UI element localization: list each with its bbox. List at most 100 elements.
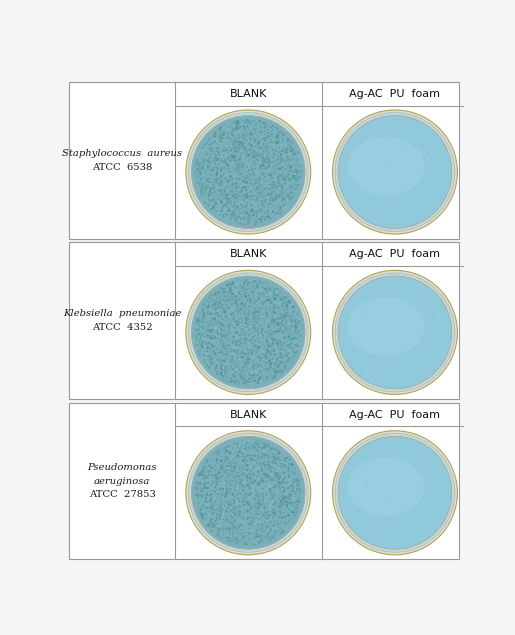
Point [392,462,400,472]
Point [259,315,267,325]
Point [239,319,247,329]
Point [200,307,208,317]
Point [269,338,278,349]
Point [260,507,268,518]
Point [287,504,295,514]
Point [282,142,290,152]
Point [270,285,279,295]
Point [244,356,252,366]
Point [388,199,397,210]
Point [224,451,232,461]
Point [232,474,241,484]
Point [386,533,394,543]
Point [424,295,433,305]
Point [206,470,214,480]
Point [214,301,222,311]
Point [199,148,207,158]
Point [231,277,239,288]
Point [242,192,250,203]
Point [251,470,259,480]
Point [266,142,274,152]
Point [207,344,215,354]
Point [235,315,243,325]
Point [277,467,285,478]
Point [227,484,235,494]
Point [262,167,270,177]
Point [221,517,229,527]
Point [251,520,260,530]
Point [258,347,266,358]
Point [255,150,263,160]
Point [251,376,260,386]
Point [349,504,357,514]
Point [286,505,294,515]
Point [214,204,222,214]
Point [271,183,280,193]
Point [203,481,211,491]
Point [258,170,266,180]
Point [270,495,279,505]
Point [213,368,221,378]
Point [269,357,278,367]
Point [247,525,255,535]
Point [238,217,247,227]
Point [241,482,249,492]
Point [237,518,246,528]
Point [255,453,263,463]
Point [228,184,236,194]
Point [249,474,257,485]
Point [288,170,296,180]
Point [291,173,299,183]
Point [283,302,291,312]
Point [414,156,422,166]
Point [282,298,290,309]
Point [213,191,221,201]
Point [284,463,293,473]
Point [406,147,414,157]
Point [256,174,265,184]
Point [250,317,258,327]
Point [247,461,255,471]
Point [287,136,295,146]
Point [255,437,264,447]
Point [225,465,233,476]
Point [282,175,290,185]
Point [267,498,275,509]
Point [228,126,236,137]
Point [210,481,218,491]
Point [209,521,217,531]
Point [242,144,250,154]
Point [282,189,290,199]
Point [205,333,213,344]
Point [237,335,246,345]
Point [239,138,248,149]
Point [420,462,428,472]
Point [250,343,258,353]
Point [262,321,270,331]
Point [200,311,209,321]
Point [245,457,253,467]
Point [204,302,213,312]
Point [243,539,251,549]
Point [287,497,295,507]
Point [220,150,228,161]
Point [209,159,217,169]
Point [417,146,425,156]
Point [225,358,233,368]
Point [236,446,244,457]
Point [220,455,228,465]
Point [201,162,210,172]
Point [207,472,215,482]
Point [253,439,262,450]
Point [265,441,273,451]
Point [262,314,270,324]
Point [259,145,267,155]
Point [226,523,234,533]
Point [271,453,280,463]
Point [246,472,254,482]
Point [194,479,202,489]
Point [283,302,291,312]
Point [210,177,218,187]
Point [233,116,241,126]
Point [285,354,294,364]
